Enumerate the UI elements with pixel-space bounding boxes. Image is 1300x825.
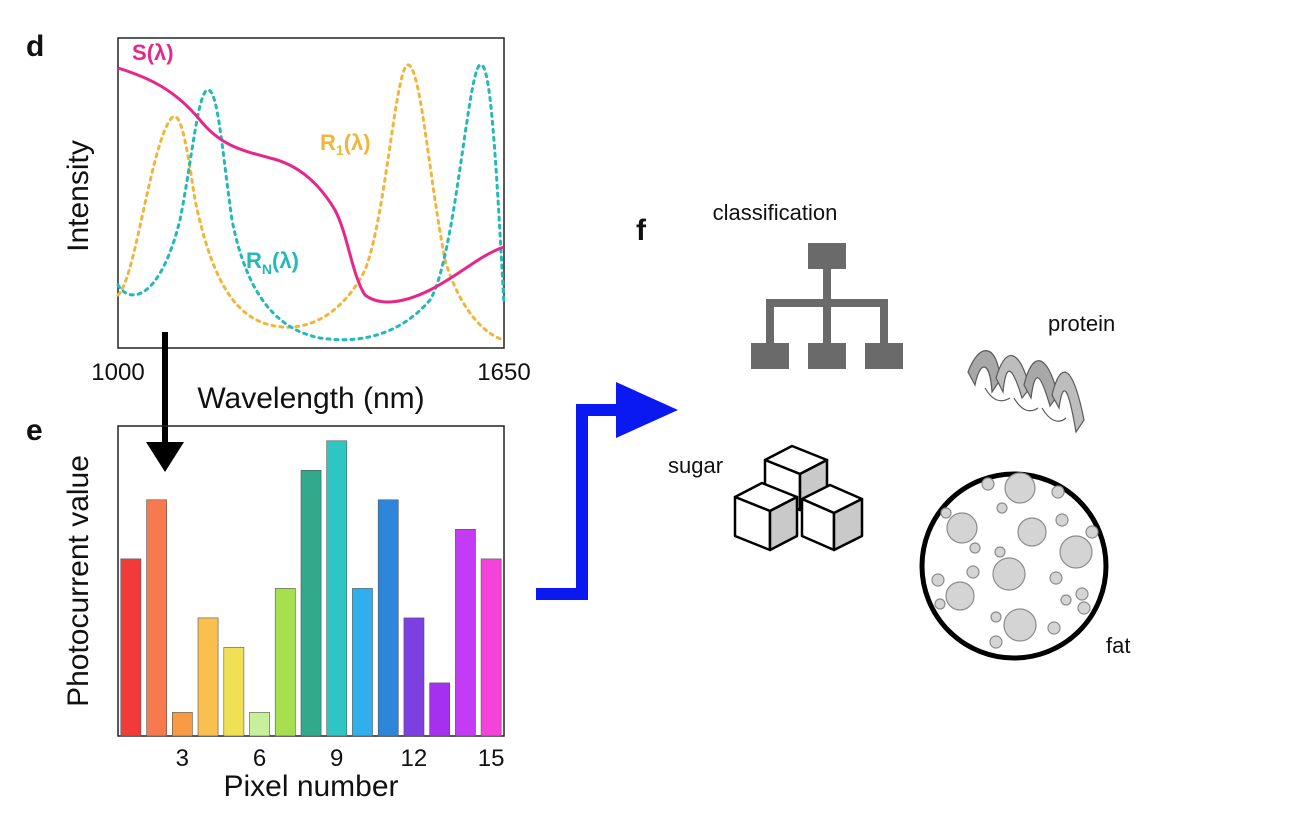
label-rn: RN(λ) bbox=[246, 248, 299, 277]
spectrum-plot-frame bbox=[117, 37, 505, 349]
bar-pixel-6 bbox=[249, 712, 270, 737]
bar-pixel-5 bbox=[223, 647, 245, 737]
blue-elbow-arrow bbox=[536, 382, 678, 600]
classification-title: classification bbox=[713, 200, 838, 225]
bar-chart: 3 6 9 12 15 Photocurrent value Pixel number bbox=[62, 425, 505, 803]
black-down-arrow bbox=[146, 332, 184, 472]
bar-xlabel: Pixel number bbox=[223, 770, 398, 803]
label-s: S(λ) bbox=[132, 40, 174, 65]
bar-pixel-15 bbox=[480, 558, 502, 737]
spectrum-xlabel: Wavelength (nm) bbox=[197, 382, 424, 415]
classification-panel: classification protein sugar bbox=[668, 200, 1130, 661]
bar-pixel-1 bbox=[120, 558, 142, 737]
label-rn-suffix: (λ) bbox=[272, 248, 299, 273]
bar-pixel-3 bbox=[172, 712, 193, 737]
label-s-suffix: (λ) bbox=[147, 40, 174, 65]
curve-rn bbox=[116, 63, 506, 342]
label-rn-main: R bbox=[246, 248, 262, 273]
hierarchy-tree-icon bbox=[751, 243, 903, 369]
bar-pixel-13 bbox=[429, 682, 451, 737]
fat-label: fat bbox=[1106, 633, 1130, 658]
bar-x-ticks: 3 6 9 12 15 bbox=[176, 745, 505, 772]
curve-r1 bbox=[116, 63, 506, 342]
bar-pixel-12 bbox=[403, 617, 425, 737]
bar-ylabel: Photocurrent value bbox=[62, 455, 95, 707]
bar-xtick-6: 6 bbox=[253, 745, 266, 772]
bar-pixel-10 bbox=[352, 588, 373, 737]
bar-pixel-11 bbox=[377, 499, 399, 737]
curve-s bbox=[117, 66, 505, 304]
panel-label-e: e bbox=[26, 414, 43, 447]
bar-pixel-14 bbox=[455, 528, 476, 737]
panel-label-f: f bbox=[636, 214, 647, 247]
spectrum-plot: S(λ) R1(λ) RN(λ) Intensity 1000 1650 Wav… bbox=[62, 37, 531, 415]
bar-xtick-9: 9 bbox=[330, 745, 343, 772]
panel-label-d: d bbox=[26, 30, 44, 63]
protein-label: protein bbox=[1048, 311, 1115, 336]
bar-xtick-12: 12 bbox=[401, 745, 428, 772]
protein-helix-icon bbox=[967, 350, 1085, 434]
label-rn-sub: N bbox=[262, 261, 272, 277]
bar-pixel-9 bbox=[326, 440, 348, 737]
bar-xtick-3: 3 bbox=[176, 745, 189, 772]
fat-globules-icon bbox=[919, 471, 1109, 661]
bar-pixel-7 bbox=[274, 588, 296, 737]
bar-pixel-2 bbox=[146, 499, 168, 737]
label-r1-main: R bbox=[320, 130, 336, 155]
bar-xtick-15: 15 bbox=[478, 745, 505, 772]
sugar-cubes-icon bbox=[733, 444, 864, 552]
bars bbox=[120, 440, 502, 737]
label-r1: R1(λ) bbox=[320, 130, 371, 158]
label-r1-suffix: (λ) bbox=[344, 130, 371, 155]
spectrum-xtick-min: 1000 bbox=[91, 359, 144, 386]
spectrum-curves bbox=[116, 63, 506, 342]
label-s-main: S bbox=[132, 40, 147, 65]
label-r1-sub: 1 bbox=[336, 142, 344, 158]
bar-pixel-4 bbox=[197, 617, 219, 737]
bar-pixel-8 bbox=[300, 469, 322, 737]
sugar-label: sugar bbox=[668, 453, 723, 478]
spectrum-xtick-max: 1650 bbox=[477, 359, 530, 386]
spectrum-ylabel: Intensity bbox=[62, 140, 95, 252]
